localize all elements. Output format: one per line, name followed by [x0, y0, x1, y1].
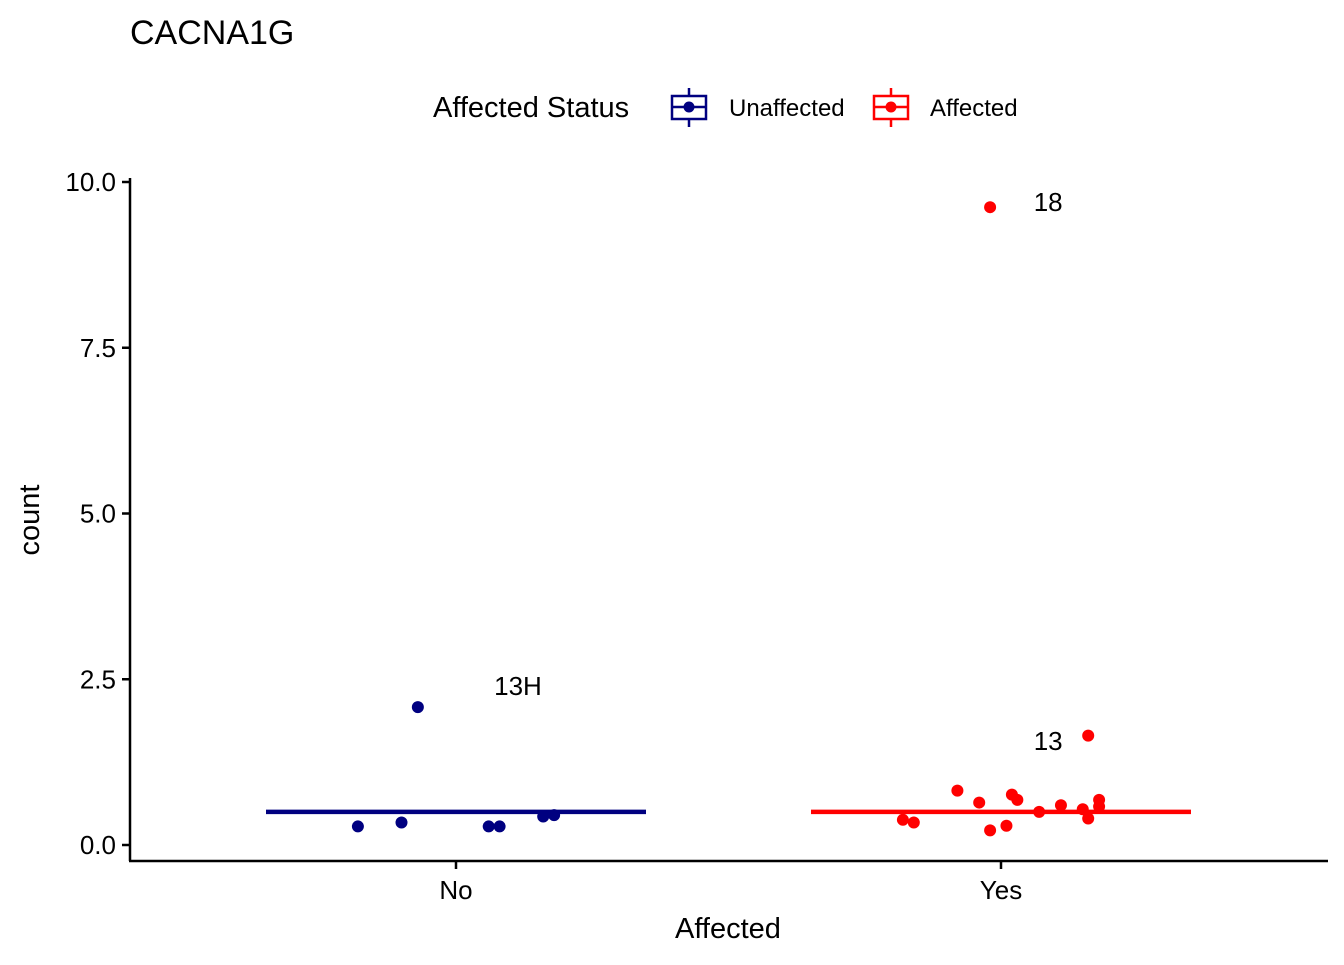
- data-point: [1033, 805, 1046, 818]
- legend-key-unaffected-dot: [683, 101, 695, 113]
- data-point: [1093, 793, 1106, 806]
- x-tick-label: Yes: [980, 875, 1022, 905]
- y-tick-label: 10.0: [65, 167, 116, 197]
- data-point: [493, 820, 506, 833]
- data-point: [1011, 793, 1024, 806]
- legend-key-affected: [872, 88, 910, 127]
- legend-title: Affected Status: [433, 92, 629, 124]
- point-annotation: 13: [1034, 726, 1063, 756]
- y-tick-label: 7.5: [80, 333, 116, 363]
- data-point: [984, 201, 997, 214]
- data-point: [1000, 819, 1013, 832]
- y-tick-label: 2.5: [80, 664, 116, 694]
- y-tick-label: 5.0: [80, 499, 116, 529]
- data-point: [1082, 812, 1095, 825]
- legend-label-affected: Affected: [930, 95, 1018, 122]
- data-point: [351, 820, 364, 833]
- legend-label-unaffected: Unaffected: [729, 95, 845, 122]
- legend-key-affected-dot: [885, 101, 897, 113]
- data-point: [951, 784, 964, 797]
- data-point: [482, 820, 495, 833]
- y-tick-label: 0.0: [80, 830, 116, 860]
- data-point: [907, 816, 920, 829]
- data-point: [395, 816, 408, 829]
- data-point: [411, 701, 424, 714]
- y-axis-title: count: [14, 485, 46, 556]
- x-tick-label: No: [439, 875, 472, 905]
- data-point: [973, 796, 986, 809]
- data-point: [1054, 799, 1067, 812]
- data-point: [1076, 803, 1089, 816]
- y-ticks: 0.0 2.5 5.0 7.5 10.0: [65, 167, 130, 860]
- point-annotations: 13H 18 13: [494, 187, 1062, 756]
- point-annotation: 18: [1034, 187, 1063, 217]
- data-point: [896, 813, 909, 826]
- data-points: [351, 201, 1106, 837]
- point-annotation: 13H: [494, 671, 542, 701]
- x-axis-title: Affected: [675, 913, 781, 945]
- legend-key-unaffected: [670, 88, 708, 127]
- data-point: [537, 810, 550, 823]
- data-point: [1082, 729, 1095, 742]
- chart-title: CACNA1G: [130, 14, 294, 52]
- legend: Affected Status Unaffected Affected: [433, 88, 1018, 127]
- data-point: [548, 809, 561, 822]
- data-point: [984, 824, 997, 837]
- x-ticks: No Yes: [439, 861, 1022, 905]
